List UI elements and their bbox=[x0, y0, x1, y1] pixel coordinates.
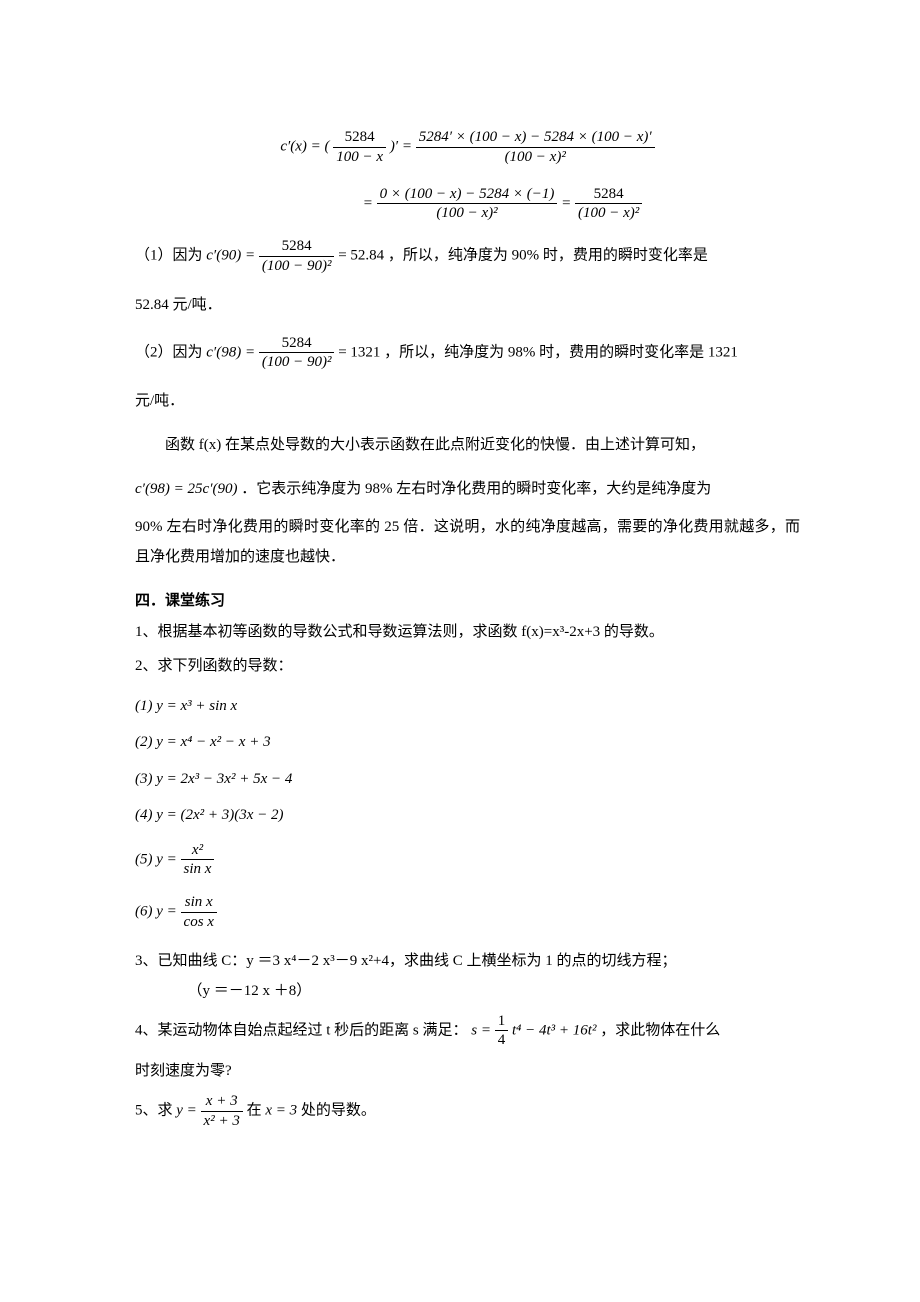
p1-lhs: c′(90) = bbox=[206, 248, 255, 264]
question-4b: 时刻速度为零? bbox=[135, 1056, 800, 1086]
question-2-list: (1) y = x³ + sin x (2) y = x⁴ − x² − x +… bbox=[135, 695, 800, 932]
eq1-mid: )′ = bbox=[390, 139, 412, 155]
eq1-frac2: 5284′ × (100 − x) − 5284 × (100 − x)′ (1… bbox=[416, 128, 655, 167]
section-4-title: 四．课堂练习 bbox=[135, 590, 800, 613]
question-3-line2: （y ＝－12 x ＋8） bbox=[135, 976, 800, 1006]
p4-tail: ．它表示纯净度为 98% 左右时净化费用的瞬时变化率，大约是纯净度为 bbox=[241, 481, 711, 497]
eq1-lhs: c′(x) = ( bbox=[280, 139, 329, 155]
paragraph-1: （1）因为 c′(90) = 5284 (100 − 90)² = 52.84 … bbox=[135, 237, 800, 276]
eq2-eq: = bbox=[363, 195, 373, 211]
page: c′(x) = ( 5284 100 − x )′ = 5284′ × (100… bbox=[0, 0, 920, 1302]
p1-frac: 5284 (100 − 90)² bbox=[259, 237, 335, 276]
eq1-frac1: 5284 100 − x bbox=[333, 128, 386, 167]
paragraph-1b: 52.84 元/吨． bbox=[135, 290, 800, 320]
p2-prefix: （2）因为 bbox=[135, 344, 206, 360]
eq-block: c′(x) = ( 5284 100 − x )′ = 5284′ × (100… bbox=[135, 128, 800, 223]
q5-frac: x + 3 x² + 3 bbox=[201, 1092, 243, 1131]
eq2-frac1: 0 × (100 − x) − 5284 × (−1) (100 − x)² bbox=[377, 185, 558, 224]
q2-i5-frac: x² sin x bbox=[181, 841, 215, 880]
p2-tail: ，所以，纯净度为 98% 时，费用的瞬时变化率是 1321 bbox=[384, 344, 738, 360]
p2-val: = 1321 bbox=[338, 344, 380, 360]
p2-lhs: c′(98) = bbox=[206, 344, 255, 360]
q2-item-6: (6) y = sin x cos x bbox=[135, 893, 800, 932]
p1-tail: ，所以，纯净度为 90% 时，费用的瞬时变化率是 bbox=[388, 248, 708, 264]
p4-eq: c′(98) = 25c′(90) bbox=[135, 481, 237, 497]
question-2-head: 2、求下列函数的导数： bbox=[135, 651, 800, 681]
question-5: 5、求 y = x + 3 x² + 3 在 x = 3 处的导数。 bbox=[135, 1092, 800, 1131]
q2-item-2: (2) y = x⁴ − x² − x + 3 bbox=[135, 734, 271, 750]
paragraph-4: c′(98) = 25c′(90) ．它表示纯净度为 98% 左右时净化费用的瞬… bbox=[135, 474, 800, 504]
eq2-frac2: 5284 (100 − x)² bbox=[575, 185, 642, 224]
paragraph-2b: 元/吨． bbox=[135, 386, 800, 416]
paragraph-2: （2）因为 c′(98) = 5284 (100 − 90)² = 1321 ，… bbox=[135, 334, 800, 373]
p1-val: = 52.84 bbox=[338, 248, 384, 264]
paragraph-4b: 90% 左右时净化费用的瞬时变化率的 25 倍．这说明，水的纯净度越高，需要的净… bbox=[135, 512, 800, 572]
question-3-line1: 3、已知曲线 C：y ＝3 x⁴－2 x³－9 x²+4，求曲线 C 上横坐标为… bbox=[135, 946, 800, 976]
question-4: 4、某运动物体自始点起经过 t 秒后的距离 s 满足： s = 1 4 t⁴ −… bbox=[135, 1012, 800, 1051]
q2-item-4: (4) y = (2x² + 3)(3x − 2) bbox=[135, 807, 284, 823]
p2-frac: 5284 (100 − 90)² bbox=[259, 334, 335, 373]
q2-item-1: (1) y = x³ + sin x bbox=[135, 698, 237, 714]
paragraph-3: 函数 f(x) 在某点处导数的大小表示函数在此点附近变化的快慢．由上述计算可知， bbox=[135, 430, 800, 460]
eq-line-1: c′(x) = ( 5284 100 − x )′ = 5284′ × (100… bbox=[135, 128, 800, 167]
q2-i6-frac: sin x cos x bbox=[181, 893, 217, 932]
q2-item-5: (5) y = x² sin x bbox=[135, 841, 800, 880]
eq-line-2: = 0 × (100 − x) − 5284 × (−1) (100 − x)²… bbox=[135, 185, 800, 224]
q4-frac: 1 4 bbox=[495, 1012, 509, 1051]
question-1: 1、根据基本初等函数的导数公式和导数运算法则，求函数 f(x)=x³-2x+3 … bbox=[135, 617, 800, 647]
q2-item-3: (3) y = 2x³ − 3x² + 5x − 4 bbox=[135, 771, 292, 787]
eq2-mid: = bbox=[561, 195, 571, 211]
p1-prefix: （1）因为 bbox=[135, 248, 206, 264]
